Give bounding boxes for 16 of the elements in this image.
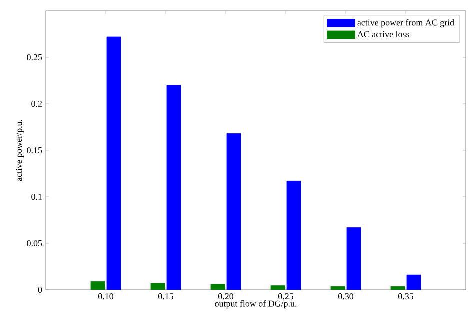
x-tick-label: 0.25	[278, 294, 294, 300]
x-axis-title: output flow of DG/p.u.	[215, 300, 297, 309]
x-tick-label: 0.35	[398, 294, 414, 300]
legend-label: active power from AC grid	[358, 19, 454, 28]
y-tick-label: 0.1	[32, 194, 42, 200]
y-tick-label: 0.25	[27, 54, 42, 61]
y-axis-title: active power/p.u.	[16, 120, 24, 182]
legend-label: AC active loss	[358, 31, 410, 38]
y-tick-label: 0.05	[27, 240, 42, 247]
x-tick-label: 0.10	[98, 294, 114, 300]
x-tick-label: 0.15	[158, 294, 174, 300]
x-tick-label: 0.30	[338, 294, 354, 300]
y-tick-label: 0	[38, 286, 42, 294]
y-tick-label: 0.2	[32, 100, 42, 108]
x-tick-label: 0.20	[218, 294, 234, 300]
y-tick-label: 0.15	[27, 147, 42, 154]
